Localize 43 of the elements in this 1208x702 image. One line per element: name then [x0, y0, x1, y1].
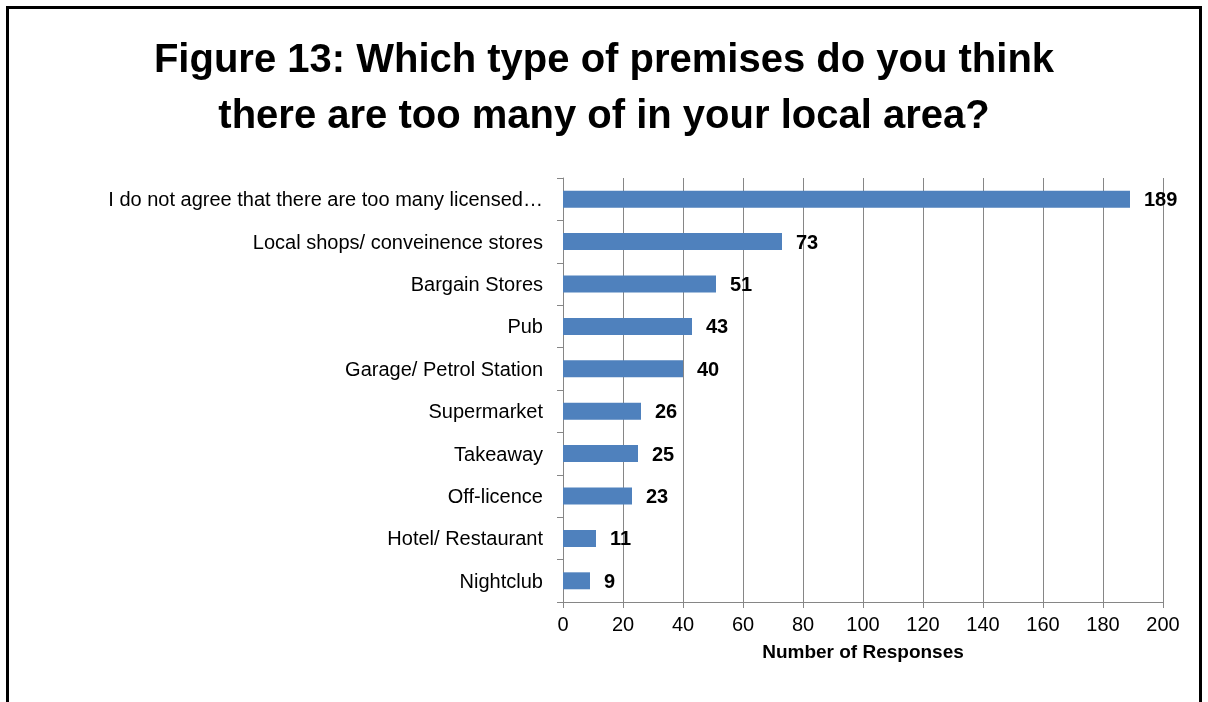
- bar: [563, 402, 641, 420]
- y-tick-label: Nightclub: [459, 569, 543, 592]
- bar: [563, 275, 716, 293]
- x-tick-label: 200: [1146, 613, 1180, 635]
- x-tick-label: 180: [1086, 613, 1120, 635]
- y-tick-label: Supermarket: [428, 400, 544, 423]
- y-tick-label: Garage/ Petrol Station: [345, 357, 543, 380]
- data-label: 11: [610, 527, 632, 550]
- x-tick-label: 40: [671, 613, 695, 635]
- x-axis-title: Number of Responses: [762, 641, 964, 662]
- bar: [563, 190, 1130, 208]
- bar: [563, 360, 683, 378]
- chart-title: Figure 13: Which type of premises do you think there are too many of in your local area?: [152, 35, 1056, 138]
- y-tick-label: Local shops/ conveinence stores: [252, 230, 543, 253]
- y-tick-label: Hotel/ Restaurant: [387, 527, 544, 550]
- x-tick-label: 80: [791, 613, 815, 635]
- data-label: 9: [604, 569, 616, 592]
- y-tick-label: I do not agree that there are too many licensed…: [108, 188, 543, 211]
- data-label: 25: [652, 442, 675, 465]
- x-tick-label: 120: [906, 613, 940, 635]
- y-tick-label: Bargain Stores: [410, 273, 543, 295]
- y-tick-label: Takeaway: [454, 442, 543, 465]
- x-tick-label: 160: [1026, 613, 1060, 635]
- x-tick-label: 0: [557, 613, 569, 635]
- y-tick-label: Off-licence: [447, 485, 543, 507]
- x-tick-label: 60: [731, 613, 755, 635]
- bar: [563, 487, 632, 505]
- data-label: 189: [1144, 188, 1178, 211]
- y-tick-label: Pub: [507, 315, 543, 338]
- x-tick-label: 20: [611, 613, 635, 635]
- bar: [563, 445, 638, 463]
- bar: [563, 317, 692, 335]
- data-label: 51: [730, 273, 753, 295]
- x-tick-label: 140: [966, 613, 1000, 635]
- data-label: 40: [697, 357, 720, 380]
- data-label: 23: [646, 485, 669, 507]
- bar: [563, 233, 782, 251]
- data-label: 43: [706, 315, 729, 338]
- bar: [563, 529, 596, 547]
- data-label: 26: [655, 400, 678, 423]
- bar: [563, 572, 590, 590]
- data-label: 73: [796, 230, 819, 253]
- x-tick-label: 100: [846, 613, 880, 635]
